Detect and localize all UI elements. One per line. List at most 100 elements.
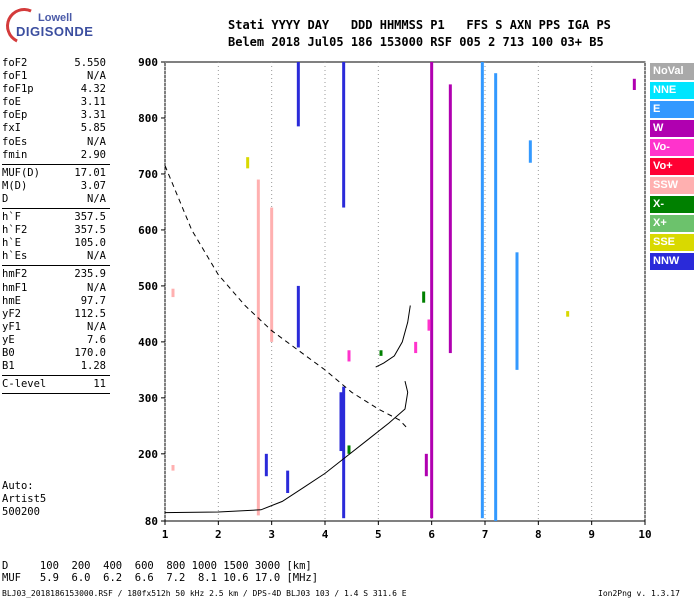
param-name: foEs bbox=[2, 135, 28, 148]
echo-trace-sse bbox=[246, 157, 250, 169]
param-name: foF2 bbox=[2, 57, 28, 69]
echo-trace-w bbox=[430, 62, 434, 519]
param-row: foEs N/A bbox=[2, 136, 106, 149]
echo-trace-e bbox=[528, 140, 532, 163]
param-name: hmF1 bbox=[2, 281, 28, 294]
plot-frame bbox=[164, 61, 646, 522]
param-value: N/A bbox=[87, 320, 106, 333]
param-name: B0 bbox=[2, 346, 15, 359]
echo-trace-vo- bbox=[414, 341, 418, 354]
echo-trace-ssw bbox=[270, 207, 274, 342]
echo-trace-nnw bbox=[342, 386, 346, 519]
param-value: 17.01 bbox=[74, 166, 106, 179]
param-value: N/A bbox=[87, 135, 106, 148]
echo-trace-ssw bbox=[171, 465, 175, 471]
echo-trace-w bbox=[424, 453, 428, 477]
param-name: D bbox=[2, 192, 9, 205]
param-value: 5.85 bbox=[80, 122, 106, 135]
param-name: yF1 bbox=[2, 320, 21, 333]
param-value: 170.0 bbox=[74, 346, 106, 359]
legend-item-x-: X- bbox=[650, 196, 694, 213]
param-row: yF1 N/A bbox=[2, 321, 106, 334]
echo-trace-e bbox=[494, 73, 498, 521]
param-row: h`E 105.0 bbox=[2, 237, 106, 250]
param-name: hmF2 bbox=[2, 268, 28, 281]
param-value: 235.9 bbox=[74, 268, 106, 281]
digisonde-logo: Lowell DIGISONDE bbox=[0, 2, 93, 50]
param-name: C-level bbox=[2, 378, 47, 391]
param-row: hmF1 N/A bbox=[2, 282, 106, 295]
x-tick-label: 4 bbox=[322, 528, 329, 541]
y-tick-label: 80 bbox=[145, 515, 158, 528]
echo-trace-x- bbox=[379, 350, 383, 356]
auto-program: Artist5 bbox=[2, 493, 47, 506]
param-value: 357.5 bbox=[74, 211, 106, 224]
echo-trace-nnw bbox=[296, 285, 300, 348]
parameter-panel: foF2 5.550 foF1 N/A foF1p 4.32 foE 3.11 foEp 3.31… bbox=[2, 57, 110, 396]
param-value: 112.5 bbox=[74, 307, 106, 320]
legend-item-noval: NoVal bbox=[650, 63, 694, 80]
param-name: h`Es bbox=[2, 250, 28, 263]
logo-lowell: Lowell bbox=[38, 12, 73, 24]
echo-trace-nnw bbox=[339, 392, 343, 452]
footer-muf-row: MUF 5.9 6.0 6.2 6.6 7.2 8.1 10.6 17.0 [M… bbox=[2, 572, 319, 584]
y-tick-label: 800 bbox=[138, 112, 158, 125]
param-name: h`E bbox=[2, 237, 21, 250]
param-value: 3.07 bbox=[80, 179, 106, 192]
echo-trace-e bbox=[515, 252, 519, 370]
param-name: h`F2 bbox=[2, 224, 28, 237]
echo-trace-vo- bbox=[347, 350, 351, 362]
echo-trace-nnw bbox=[296, 62, 300, 127]
trace-curve bbox=[164, 380, 409, 514]
y-tick-label: 200 bbox=[138, 448, 158, 461]
param-row: foE 3.11 bbox=[2, 96, 106, 109]
param-value: N/A bbox=[87, 192, 106, 205]
param-row: B1 1.28 bbox=[2, 360, 106, 373]
footer: D 100 200 400 600 800 1000 1500 3000 [km… bbox=[2, 560, 318, 584]
legend-item-w: W bbox=[650, 120, 694, 137]
param-row: B0 170.0 bbox=[2, 347, 106, 360]
echo-trace-sse bbox=[566, 311, 570, 317]
echo-trace-vo- bbox=[427, 319, 431, 331]
param-name: h`F bbox=[2, 211, 21, 224]
echo-trace-nnw bbox=[286, 470, 290, 494]
y-tick-label: 500 bbox=[138, 280, 158, 293]
param-separator bbox=[2, 375, 110, 377]
param-name: yE bbox=[2, 333, 15, 346]
param-value: 3.31 bbox=[80, 109, 106, 122]
footer-version: Ion2Png v. 1.3.17 bbox=[598, 589, 680, 598]
param-name: M(D) bbox=[2, 179, 28, 192]
y-tick-label: 600 bbox=[138, 224, 158, 237]
param-value: 7.6 bbox=[87, 333, 106, 346]
param-name: foE bbox=[2, 96, 21, 109]
y-tick-label: 700 bbox=[138, 168, 158, 181]
echo-trace-x- bbox=[422, 291, 426, 303]
y-tick-label: 900 bbox=[138, 56, 158, 69]
param-separator bbox=[2, 208, 110, 210]
param-name: foF1p bbox=[2, 83, 34, 96]
x-tick-label: 9 bbox=[588, 528, 595, 541]
echo-trace-w bbox=[448, 84, 452, 354]
echo-trace-nnw bbox=[264, 453, 268, 477]
footer-file-info: BLJ03_2018186153000.RSF / 180fx512h 50 k… bbox=[2, 589, 407, 598]
x-tick-label: 3 bbox=[268, 528, 275, 541]
echo-trace-x- bbox=[347, 445, 351, 454]
param-value: 11 bbox=[93, 378, 106, 391]
legend-item-nnw: NNW bbox=[650, 253, 694, 270]
param-value: N/A bbox=[87, 70, 106, 83]
y-tick-label: 300 bbox=[138, 392, 158, 405]
param-value: 5.550 bbox=[74, 57, 106, 69]
echo-trace-nnw bbox=[342, 62, 346, 208]
param-value: 105.0 bbox=[74, 237, 106, 250]
param-row: M(D) 3.07 bbox=[2, 180, 106, 193]
param-row: D N/A bbox=[2, 193, 106, 206]
param-row: h`F 357.5 bbox=[2, 211, 106, 224]
param-separator bbox=[2, 265, 110, 267]
trace-curve bbox=[375, 305, 411, 368]
header-labels: Stati YYYY DAY DDD HHMMSS P1 FFS S AXN P… bbox=[228, 18, 611, 32]
param-row: yF2 112.5 bbox=[2, 308, 106, 321]
x-tick-label: 1 bbox=[162, 528, 169, 541]
param-value: 3.11 bbox=[80, 96, 106, 109]
param-row: fxI 5.85 bbox=[2, 122, 106, 135]
legend-item-ssw: SSW bbox=[650, 177, 694, 194]
